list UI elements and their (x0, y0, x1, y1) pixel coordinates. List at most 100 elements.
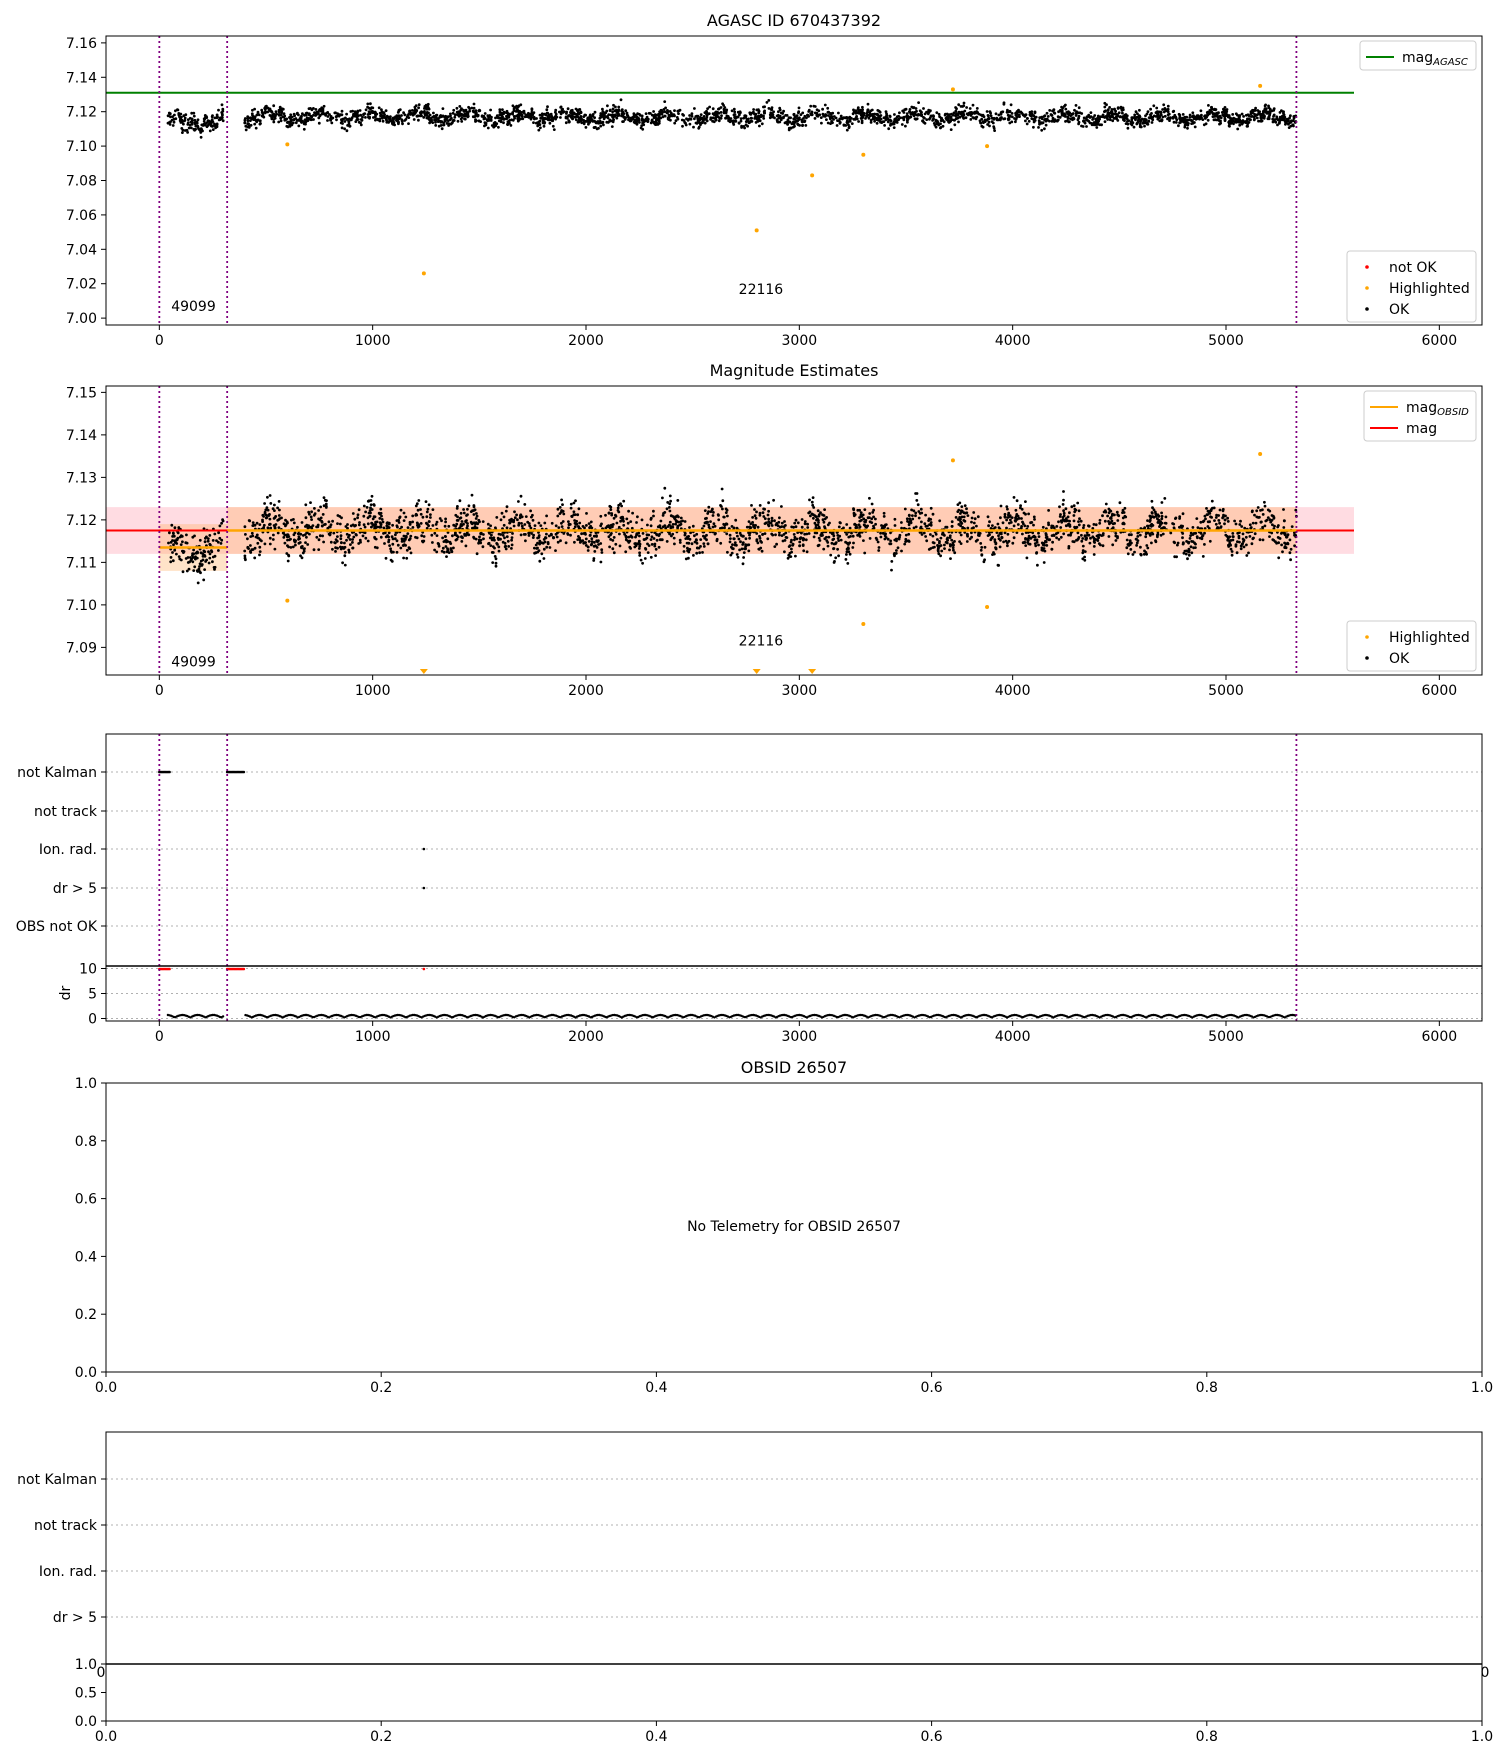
panel2-ok-point (494, 564, 498, 568)
panel1-ok-point (1238, 118, 1242, 122)
panel1-ok-point (590, 118, 594, 122)
panel2-ok-point (817, 536, 821, 540)
panel1-ok-point (1149, 113, 1152, 117)
panel2-ok-point (212, 566, 216, 569)
panel2-ok-point (747, 520, 751, 523)
panel1-ok-point (1137, 114, 1141, 117)
panel2-ok-point (406, 526, 410, 529)
panel1-ok-point (937, 112, 941, 116)
panel1-ok-point (498, 108, 502, 112)
panel2-ok-point (1032, 523, 1035, 527)
panel1-ok-point (755, 108, 759, 112)
panel1-ok-point (898, 111, 901, 115)
panel2-ok-point (562, 512, 566, 516)
panel2-ok-point (1181, 512, 1185, 516)
panel1-bottom-legend-label: Highlighted (1389, 281, 1470, 297)
panel1-ok-point (881, 120, 884, 124)
panel2-ok-point (447, 551, 451, 554)
panel2-ok-point (581, 539, 585, 542)
panel1-ok-point (611, 113, 615, 117)
panel2-ok-point (877, 546, 881, 549)
panel1-ok-point (440, 127, 444, 131)
panel1-ok-point (1278, 116, 1282, 120)
panel1-ok-point (913, 110, 917, 114)
panel1-ok-point (649, 121, 653, 125)
panel1-ok-point (608, 109, 612, 112)
panel1-ok-point (171, 124, 175, 127)
panel1-ok-point (602, 114, 605, 118)
panel1-ok-point (1106, 118, 1110, 121)
panel1-ok-point (663, 100, 667, 103)
panel2-ok-point (405, 556, 409, 560)
panel1-ok-point (1174, 121, 1178, 124)
panel1-ok-point (254, 126, 258, 130)
panel2-ok-point (1072, 519, 1076, 523)
panel2-ok-point (907, 513, 911, 517)
panel2-ok-point (669, 499, 672, 503)
panel1-ok-point (1139, 125, 1143, 129)
panel2-ok-point (197, 567, 201, 571)
panel1-ok-point (446, 119, 450, 123)
panel1-ok-point (194, 127, 198, 131)
panel2-ok-point (810, 500, 814, 504)
panel1-ok-point (1124, 122, 1128, 125)
panel2-ok-point (409, 534, 413, 538)
panel2-ok-point (431, 524, 435, 527)
panel1-bottom-legend-label: OK (1389, 302, 1410, 318)
panel1-ok-point (314, 108, 318, 111)
panel2-ok-point (462, 508, 465, 511)
panel2-ok-point (323, 498, 327, 502)
panel1-ok-point (400, 114, 403, 117)
panel1-xtick-label: 2000 (568, 333, 604, 349)
panel2-ok-point (208, 534, 212, 537)
panel1-ok-point (427, 106, 430, 110)
panel1-ok-point (738, 113, 741, 117)
panel1-ok-point (641, 118, 645, 122)
panel2-ok-point (852, 541, 855, 545)
panel2-ok-point (464, 519, 467, 523)
panel1-ok-point (334, 111, 337, 115)
panel1-ok-point (381, 116, 385, 120)
panel2-ok-point (1106, 514, 1109, 518)
panel1-ok-point (852, 117, 856, 121)
panel2-ok-point (187, 567, 191, 571)
panel1-ok-point (717, 111, 721, 115)
panel1-ok-point (588, 115, 592, 119)
panel2-ok-point (796, 521, 800, 525)
panel2-ok-point (510, 543, 514, 547)
panel1-ok-point (801, 111, 805, 115)
panel2-ok-point (499, 533, 503, 536)
panel2-ok-point (973, 517, 977, 521)
panel2-ok-point (355, 533, 358, 537)
panel1-ok-point (1119, 105, 1123, 109)
panel1-ok-point (305, 118, 309, 121)
panel1-ok-point (815, 114, 819, 118)
panel2-ok-point (952, 543, 955, 547)
panel2-ok-point (427, 524, 430, 528)
panel1-ok-point (804, 124, 808, 127)
panel2-ok-point (1057, 538, 1061, 541)
panel1-ok-point (957, 110, 961, 114)
panel1-ok-point (190, 120, 193, 124)
panel2-ok-point (960, 510, 963, 513)
panel1-ok-point (629, 116, 632, 120)
panel1-ok-point (246, 119, 250, 123)
panel2-ok-point (353, 517, 357, 521)
panel1-ok-point (962, 104, 966, 108)
panel2-ok-point (775, 542, 778, 546)
panel2-ok-point (300, 521, 304, 524)
panel1-ytick-label: 7.10 (66, 139, 97, 155)
panel1-ok-point (279, 119, 283, 123)
panel2-ok-point (401, 544, 405, 547)
panel2-ok-point (363, 525, 367, 529)
panel1-ok-point (747, 121, 751, 125)
panel2-ok-point (203, 568, 207, 571)
panel1-ok-point (1172, 120, 1176, 124)
panel1-ok-point (653, 123, 657, 126)
panel1-ok-point (1122, 118, 1125, 122)
panel2-ok-point (929, 547, 933, 550)
panel2-ok-point (1191, 533, 1195, 536)
panel2-ok-point (1058, 505, 1061, 509)
panel1-ok-point (551, 116, 555, 120)
panel1-ok-point (351, 109, 354, 113)
